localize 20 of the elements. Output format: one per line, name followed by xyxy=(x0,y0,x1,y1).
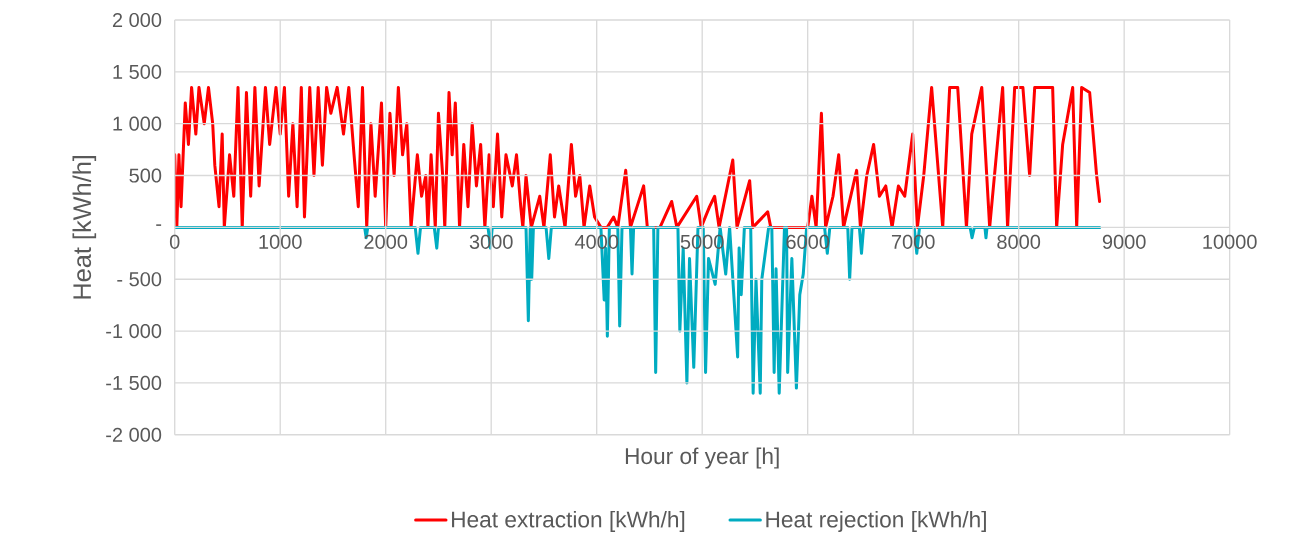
x-tick-label: 8000 xyxy=(997,234,1041,249)
legend-label: Heat extraction [kWh/h] xyxy=(452,510,685,532)
line-series xyxy=(174,85,1102,229)
y-tick-label: -2 000 xyxy=(106,427,162,442)
legend-label: Heat rejection [kWh/h] xyxy=(766,510,986,532)
x-tick-label: 10000 xyxy=(1203,234,1257,249)
x-tick-label: 1000 xyxy=(259,234,302,249)
y-tick-label: 2 000 xyxy=(112,12,162,27)
y-tick-label: - 500 xyxy=(117,271,162,287)
y-tick-label: -1 000 xyxy=(106,323,162,338)
x-tick-label: 2000 xyxy=(364,234,408,249)
y-tick-label: 1 000 xyxy=(113,116,162,131)
y-tick-label: - xyxy=(156,224,162,226)
y-tick-label: -1 500 xyxy=(106,375,162,390)
x-axis-title: Hour of year [h] xyxy=(625,447,779,469)
x-tick-label: 0 xyxy=(169,234,180,249)
y-tick-label: 1 500 xyxy=(113,64,162,79)
x-tick-label: 9000 xyxy=(1102,234,1146,249)
y-axis-title: Heat [kWh/h] xyxy=(72,155,97,299)
y-tick-label: 500 xyxy=(129,168,162,183)
